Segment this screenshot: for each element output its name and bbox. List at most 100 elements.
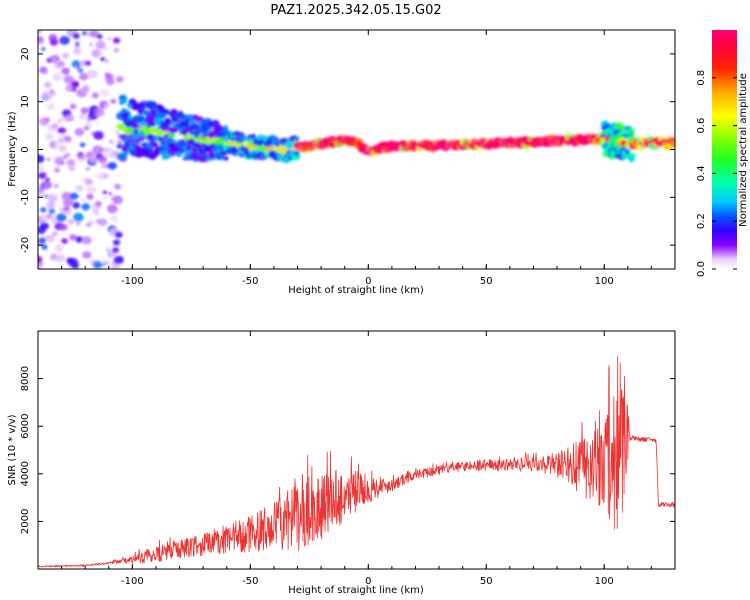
spectrogram-cell bbox=[87, 219, 95, 226]
spectrogram-cell bbox=[151, 141, 159, 148]
spectrogram-cell bbox=[58, 144, 67, 152]
spectrogram-cell bbox=[628, 157, 635, 163]
spectrogram-cell bbox=[77, 68, 84, 73]
spectrogram-cell bbox=[62, 52, 69, 59]
spectrogram-cell bbox=[294, 151, 300, 156]
spectrogram-cell bbox=[43, 71, 48, 75]
spectrogram-cell bbox=[96, 34, 103, 40]
colorbar: 0.0 0.2 0.4 0.6 0.8 Normalized spectral ampl… bbox=[696, 30, 749, 277]
spectrogram-cell bbox=[100, 162, 108, 169]
spectrogram-cell bbox=[54, 167, 61, 173]
spectrogram-cell bbox=[116, 143, 123, 149]
spectrogram-cell bbox=[112, 239, 121, 246]
spectrogram-cell bbox=[53, 142, 59, 147]
spectrogram-cell bbox=[102, 260, 110, 266]
spectrogram-cell bbox=[38, 30, 42, 34]
spectrogram-cell bbox=[191, 119, 197, 125]
spectrogram-cell bbox=[38, 191, 44, 198]
spectrogram-cell bbox=[73, 47, 82, 55]
spectrogram-cell bbox=[102, 195, 107, 200]
spectrogram-cell bbox=[670, 140, 675, 147]
spectrogram-cell bbox=[75, 185, 84, 192]
spectrogram-cell bbox=[54, 244, 64, 252]
snr-series-line bbox=[38, 356, 675, 568]
spectrogram-cell bbox=[111, 247, 120, 254]
spectrogram-y-tick-label: -20 bbox=[20, 237, 31, 253]
spectrogram-cell bbox=[41, 180, 52, 190]
spectrogram-cell bbox=[113, 47, 120, 53]
spectrogram-cell bbox=[114, 183, 122, 190]
spectrogram-cell bbox=[43, 81, 52, 88]
chart-title: PAZ1.2025.342.05.15.G02 bbox=[270, 3, 441, 18]
spectrogram-cell bbox=[52, 73, 63, 82]
spectrogram-x-tick-label: 50 bbox=[480, 276, 493, 287]
spectrogram-cell bbox=[70, 80, 80, 88]
spectrogram-cell bbox=[102, 190, 108, 195]
spectrogram-cell bbox=[93, 130, 104, 140]
spectrogram-cell bbox=[105, 78, 115, 86]
spectrogram-cell bbox=[81, 198, 86, 202]
spectrogram-y-tick-label: 10 bbox=[20, 95, 31, 108]
spectrogram-cell bbox=[53, 184, 59, 188]
spectrogram-cell bbox=[71, 262, 79, 269]
spectrogram-cell bbox=[95, 201, 102, 207]
spectrogram-cell bbox=[130, 121, 139, 129]
spectrogram-x-tick-label: -50 bbox=[242, 276, 258, 287]
colorbar-ticks: 0.0 0.2 0.4 0.6 0.8 bbox=[696, 70, 737, 277]
spectrogram-cell bbox=[128, 133, 134, 138]
colorbar-tick-label: 0.6 bbox=[696, 118, 707, 134]
spectrogram-y-label: Frequency (Hz) bbox=[7, 111, 18, 187]
spectrogram-cell bbox=[63, 135, 72, 143]
spectrogram-cell bbox=[91, 92, 99, 99]
spectrogram-cell bbox=[79, 158, 84, 163]
spectrogram-cell bbox=[61, 67, 71, 75]
spectrogram-cell bbox=[170, 122, 176, 127]
spectrogram-cell bbox=[105, 248, 111, 252]
spectrogram-cell bbox=[223, 125, 228, 129]
spectrogram-x-tick-label: 100 bbox=[595, 276, 614, 287]
spectrogram-cell bbox=[93, 210, 99, 216]
spectrogram-cell bbox=[118, 152, 128, 161]
spectrogram-cell bbox=[173, 114, 179, 120]
spectrogram-cell bbox=[67, 219, 75, 225]
spectrogram-cell bbox=[85, 166, 91, 171]
spectrogram-cell bbox=[227, 145, 231, 149]
spectrogram-cell bbox=[82, 31, 88, 36]
spectrogram-cell bbox=[106, 147, 114, 154]
spectrogram-cell bbox=[80, 107, 89, 114]
spectrogram-cell bbox=[93, 32, 98, 37]
spectrogram-cell bbox=[71, 87, 77, 92]
spectrogram-cell bbox=[59, 223, 68, 231]
spectrogram-cell bbox=[76, 222, 81, 226]
spectrogram-cell bbox=[104, 59, 110, 64]
spectrogram-cell bbox=[49, 38, 59, 46]
spectrogram-cell bbox=[86, 193, 94, 200]
spectrogram-cell bbox=[58, 118, 63, 123]
snr-x-label: Height of straight line (km) bbox=[288, 585, 424, 596]
spectrogram-cell bbox=[75, 236, 84, 243]
spectrogram-cell bbox=[112, 195, 123, 205]
spectrogram-y-tick-label: 0 bbox=[20, 146, 31, 152]
spectrogram-cell bbox=[115, 130, 121, 135]
spectrogram-cell bbox=[117, 139, 123, 145]
snr-y-label: SNR (10 * v/v) bbox=[7, 414, 18, 485]
spectrogram-cell bbox=[60, 161, 65, 166]
spectrogram-cell bbox=[38, 154, 45, 164]
spectrogram-cell bbox=[65, 209, 73, 216]
spectrogram-cell bbox=[48, 208, 56, 214]
spectrogram-cell bbox=[84, 121, 92, 128]
spectrogram-cell bbox=[294, 136, 300, 141]
spectrogram-cell bbox=[149, 150, 154, 154]
snr-y-tick-label: 4000 bbox=[20, 461, 31, 486]
spectrogram-cell bbox=[81, 203, 91, 211]
spectrogram-cell bbox=[134, 138, 140, 143]
spectrogram-cell bbox=[106, 204, 118, 214]
spectrogram-cell bbox=[78, 113, 87, 120]
snr-x-tick-label: -100 bbox=[121, 576, 144, 587]
spectrogram-cell bbox=[46, 213, 53, 219]
spectrogram-cell bbox=[46, 234, 56, 243]
spectrogram-cell bbox=[78, 152, 83, 156]
